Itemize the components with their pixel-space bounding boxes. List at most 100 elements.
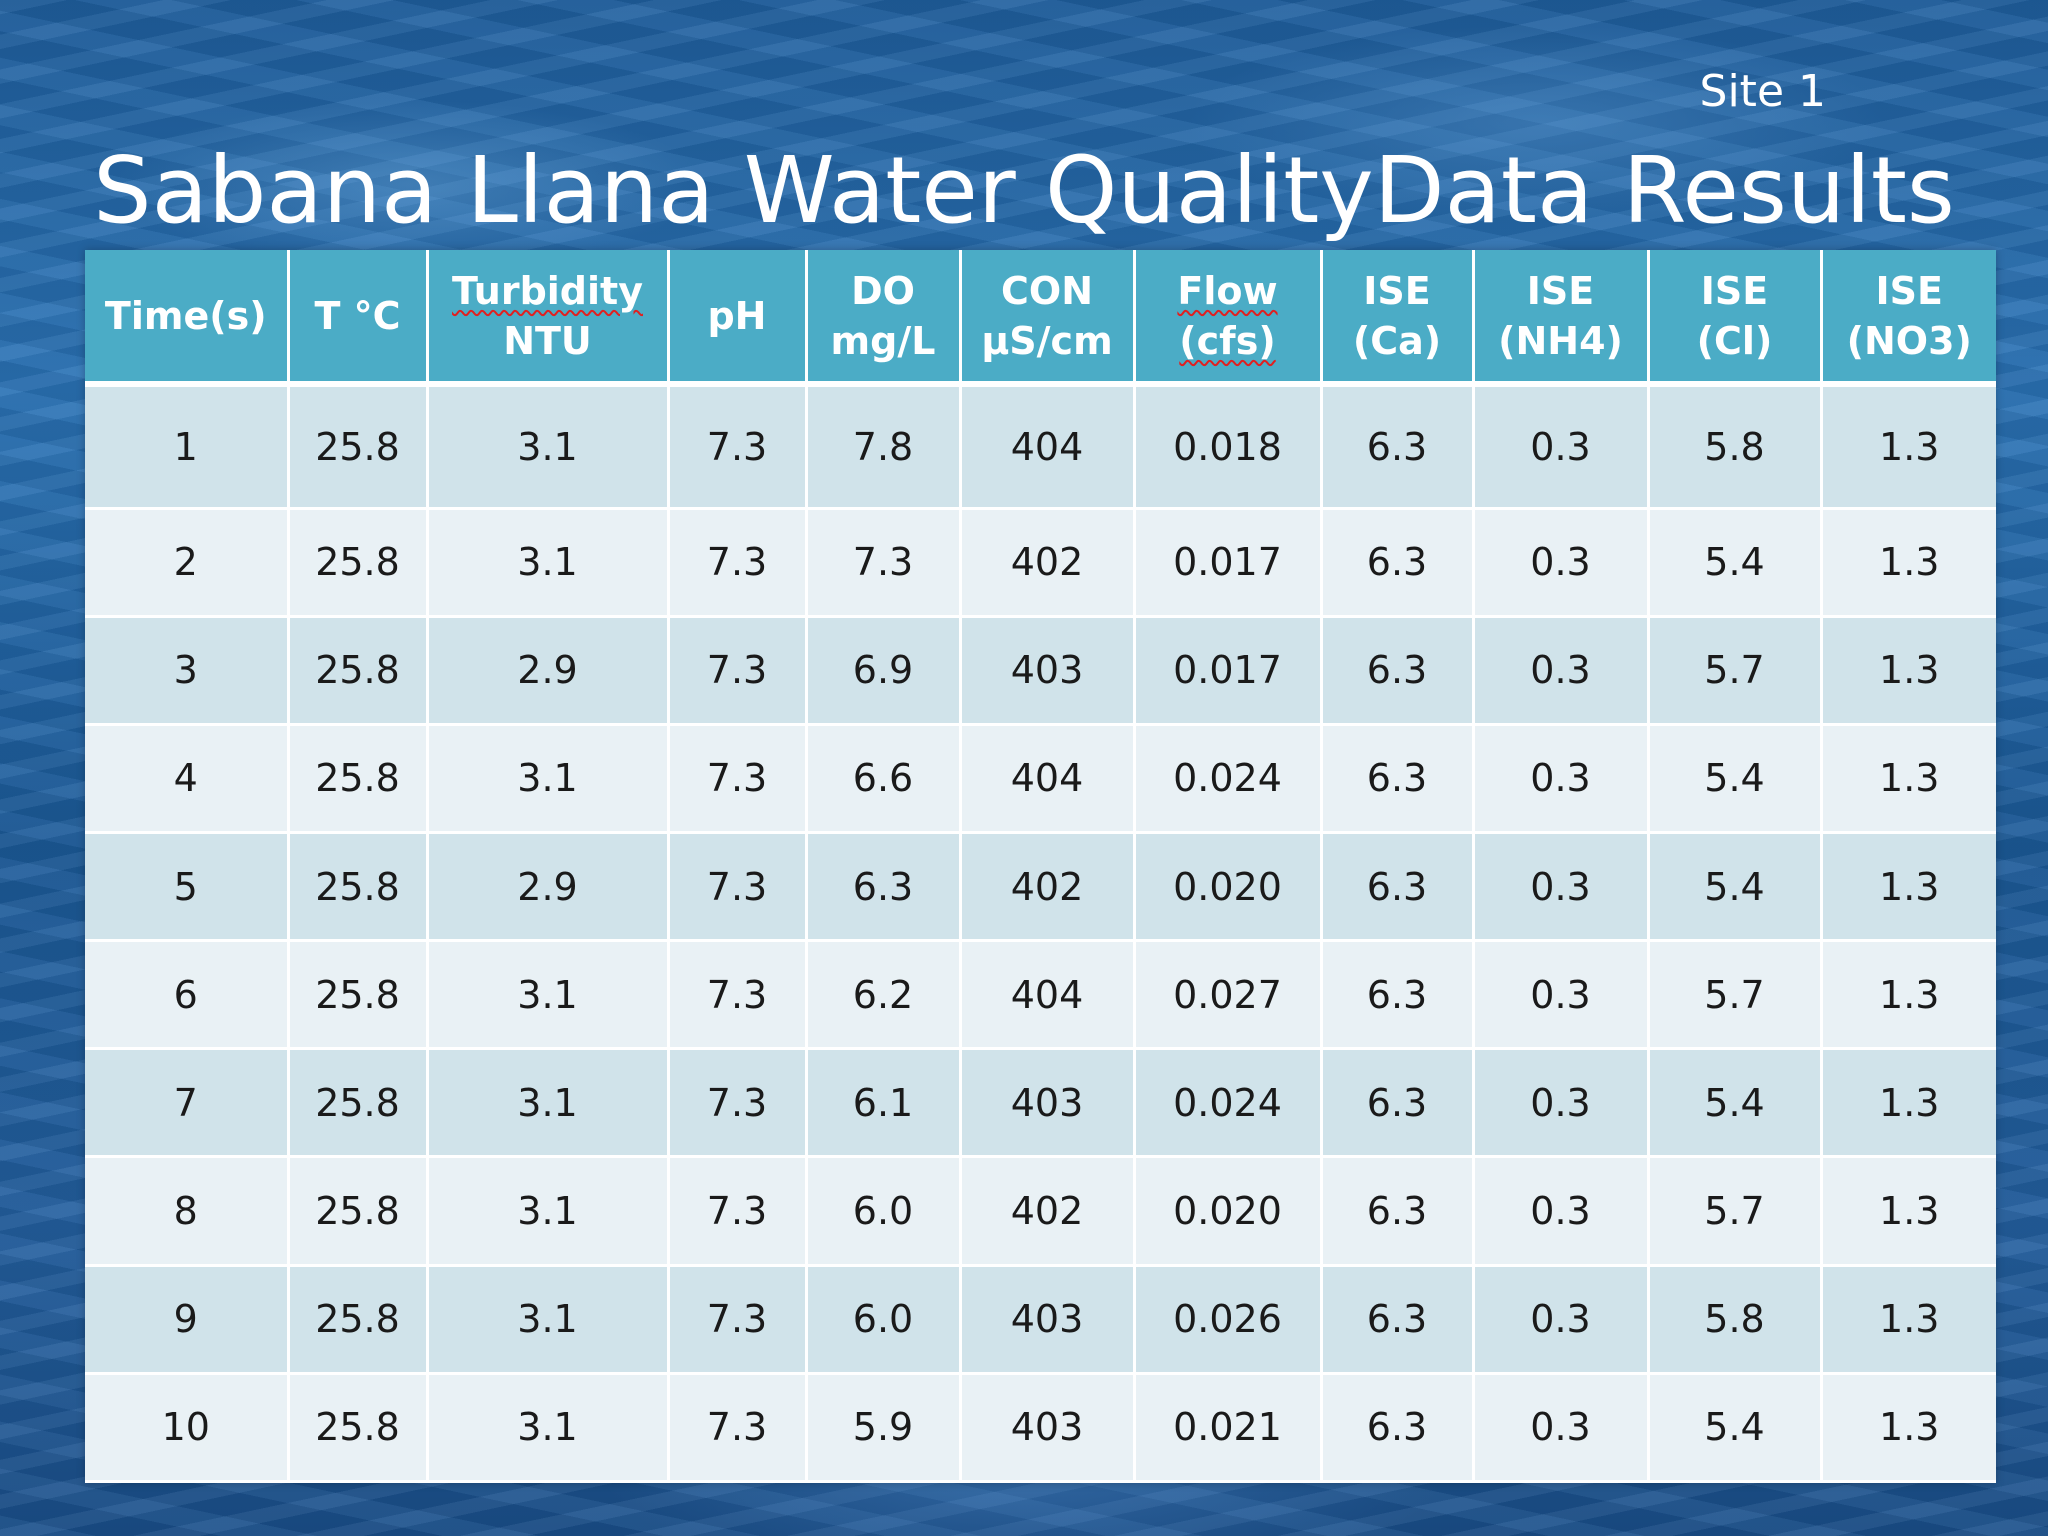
table-cell: 402: [960, 508, 1136, 618]
header-line1: ISE: [1526, 268, 1595, 313]
header-turbidity: Turbidity NTU: [427, 250, 670, 387]
table-cell: 3.1: [427, 1373, 670, 1484]
table-cell: 7.3: [668, 940, 808, 1051]
table-cell: 1.3: [1821, 1048, 1996, 1159]
table-cell: 402: [960, 1156, 1136, 1267]
table-cell: 5.7: [1648, 940, 1823, 1051]
table-cell: 6.3: [1321, 1373, 1475, 1484]
table-cell: 403: [960, 616, 1136, 726]
header-flow: Flow (cfs): [1134, 250, 1323, 387]
table-cell: 25.8: [288, 1373, 429, 1484]
table-cell: 6.3: [1321, 1265, 1475, 1375]
header-con: CON µS/cm: [960, 250, 1136, 387]
table-cell: 1.3: [1821, 384, 1996, 510]
table-cell: 25.8: [288, 384, 429, 510]
table-cell: 5.7: [1648, 1156, 1823, 1267]
header-ise-ca: ISE (Ca): [1321, 250, 1475, 387]
header-line2: (cfs): [1179, 318, 1276, 363]
table-cell: 25.8: [288, 1156, 429, 1267]
table-cell: 403: [960, 1265, 1136, 1375]
table-cell: 403: [960, 1373, 1136, 1484]
table-cell: 25.8: [288, 1048, 429, 1159]
table-cell: 25.8: [288, 1265, 429, 1375]
table-cell: 7.3: [668, 724, 808, 834]
table-cell: 7.3: [668, 1265, 808, 1375]
table-cell: 6.9: [806, 616, 962, 726]
header-ise-nh4: ISE (NH4): [1473, 250, 1650, 387]
table-cell: 0.3: [1473, 1048, 1650, 1159]
table-cell: 5.4: [1648, 832, 1823, 943]
table-cell: 3.1: [427, 384, 670, 510]
table-cell: 6.3: [1321, 616, 1475, 726]
header-ise-no3: ISE (NO3): [1821, 250, 1996, 387]
table-cell: 0.3: [1473, 724, 1650, 834]
table-cell: 404: [960, 940, 1136, 1051]
table-cell: 6.3: [1321, 832, 1475, 943]
table-cell: 0.3: [1473, 940, 1650, 1051]
site-label: Site 1: [1699, 66, 1826, 117]
table-cell: 1.3: [1821, 508, 1996, 618]
table-cell: 3.1: [427, 508, 670, 618]
header-ph: pH: [668, 250, 808, 387]
table-cell: 0.3: [1473, 616, 1650, 726]
header-ise-cl: ISE (Cl): [1648, 250, 1823, 387]
header-line2: (Ca): [1352, 318, 1442, 363]
table-cell: 7.3: [668, 1048, 808, 1159]
table-cell: 3: [85, 616, 290, 726]
table-cell: 6.3: [1321, 508, 1475, 618]
table-cell: 25.8: [288, 832, 429, 943]
table-cell: 6.0: [806, 1156, 962, 1267]
table-cell: 5.4: [1648, 724, 1823, 834]
table-cell: 1.3: [1821, 940, 1996, 1051]
header-line2: µS/cm: [981, 318, 1113, 363]
table-cell: 5.8: [1648, 384, 1823, 510]
table-cell: 25.8: [288, 508, 429, 618]
table-cell: 403: [960, 1048, 1136, 1159]
table-cell: 5.9: [806, 1373, 962, 1484]
header-line1: DO: [851, 268, 915, 313]
table-cell: 0.3: [1473, 832, 1650, 943]
table-cell: 0.017: [1134, 508, 1323, 618]
table-cell: 3.1: [427, 724, 670, 834]
table-cell: 3.1: [427, 1048, 670, 1159]
table-row: 10 25.8 3.1 7.3 5.9 403 0.021 6.3 0.3 5.4 1.3: [85, 1373, 1996, 1484]
table-cell: 2.9: [427, 832, 670, 943]
header-line1: Time(s): [104, 293, 267, 338]
table-cell: 6.3: [1321, 940, 1475, 1051]
header-line1: Flow: [1177, 268, 1278, 313]
table-body: 1 25.8 3.1 7.3 7.8 404 0.018 6.3 0.3 5.8 1.3 2 25.8 3…: [85, 384, 1996, 1484]
table-cell: 1.3: [1821, 1265, 1996, 1375]
table-cell: 7.3: [806, 508, 962, 618]
header-line1: ISE: [1363, 268, 1431, 313]
table-cell: 0.024: [1134, 724, 1323, 834]
header-line2: (Cl): [1696, 318, 1773, 363]
table-cell: 25.8: [288, 940, 429, 1051]
table-cell: 0.021: [1134, 1373, 1323, 1484]
table-cell: 7.3: [668, 616, 808, 726]
header-line1: CON: [1001, 268, 1093, 313]
table-cell: 404: [960, 384, 1136, 510]
header-line2: NTU: [503, 318, 592, 363]
table-header-row: Time(s) T °C Turbidity NTU pH DO mg/L CO: [85, 250, 1996, 387]
table-cell: 0.024: [1134, 1048, 1323, 1159]
table-cell: 6.3: [806, 832, 962, 943]
table-cell: 0.3: [1473, 384, 1650, 510]
table-cell: 7.3: [668, 508, 808, 618]
table-cell: 6.2: [806, 940, 962, 1051]
table-cell: 3.1: [427, 940, 670, 1051]
header-line1: T °C: [314, 293, 401, 338]
table-cell: 4: [85, 724, 290, 834]
table-cell: 6: [85, 940, 290, 1051]
table-cell: 6.3: [1321, 724, 1475, 834]
header-line2: (NO3): [1846, 318, 1972, 363]
table-cell: 1.3: [1821, 1156, 1996, 1267]
table-cell: 3.1: [427, 1156, 670, 1267]
table-cell: 0.3: [1473, 1156, 1650, 1267]
data-table-container: Time(s) T °C Turbidity NTU pH DO mg/L CO: [85, 250, 1996, 1484]
table-cell: 6.6: [806, 724, 962, 834]
table-row: 7 25.8 3.1 7.3 6.1 403 0.024 6.3 0.3 5.4 1.3: [85, 1048, 1996, 1159]
table-cell: 6.3: [1321, 384, 1475, 510]
table-cell: 5.7: [1648, 616, 1823, 726]
header-line1: Turbidity: [452, 268, 643, 313]
table-row: 4 25.8 3.1 7.3 6.6 404 0.024 6.3 0.3 5.4 1.3: [85, 724, 1996, 834]
